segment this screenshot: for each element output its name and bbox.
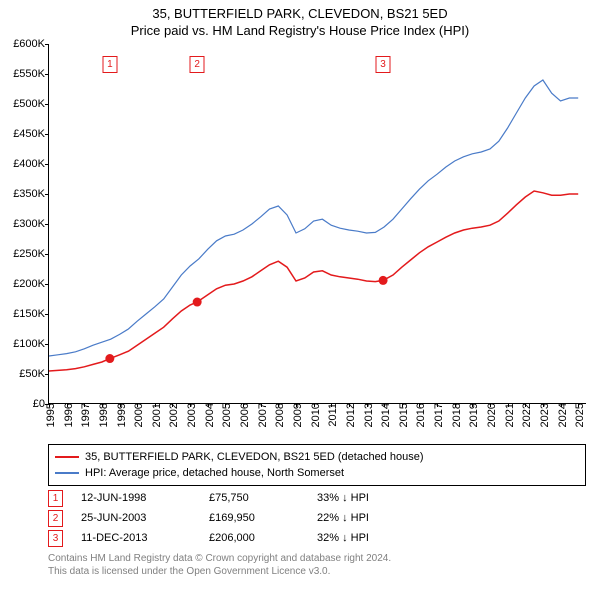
footer-line1: Contains HM Land Registry data © Crown c… bbox=[48, 552, 391, 565]
title-sub: Price paid vs. HM Land Registry's House … bbox=[0, 23, 600, 38]
sale-row-marker: 3 bbox=[48, 530, 63, 547]
legend-label-price-paid: 35, BUTTERFIELD PARK, CLEVEDON, BS21 5ED… bbox=[85, 451, 424, 463]
footer-line2: This data is licensed under the Open Gov… bbox=[48, 565, 391, 578]
y-tick-label: £200K bbox=[13, 278, 49, 290]
sale-dot bbox=[379, 276, 388, 285]
sale-dot bbox=[105, 354, 114, 363]
series-price_paid bbox=[49, 191, 578, 371]
sale-marker-box: 2 bbox=[190, 56, 205, 73]
sale-row: 1 12-JUN-1998 £75,750 33% ↓ HPI bbox=[48, 488, 586, 508]
sale-diff: 32% ↓ HPI bbox=[317, 532, 427, 544]
title-main: 35, BUTTERFIELD PARK, CLEVEDON, BS21 5ED bbox=[0, 6, 600, 21]
sale-row: 3 11-DEC-2013 £206,000 32% ↓ HPI bbox=[48, 528, 586, 548]
sale-price: £75,750 bbox=[209, 492, 299, 504]
sale-diff: 33% ↓ HPI bbox=[317, 492, 427, 504]
legend-swatch-hpi bbox=[55, 472, 79, 474]
sale-price: £206,000 bbox=[209, 532, 299, 544]
y-tick-label: £250K bbox=[13, 248, 49, 260]
chart-container: 35, BUTTERFIELD PARK, CLEVEDON, BS21 5ED… bbox=[0, 0, 600, 590]
sale-diff: 22% ↓ HPI bbox=[317, 512, 427, 524]
sale-row-marker: 2 bbox=[48, 510, 63, 527]
chart-area: £0£50K£100K£150K£200K£250K£300K£350K£400… bbox=[48, 44, 586, 404]
y-tick-label: £600K bbox=[13, 38, 49, 50]
titles: 35, BUTTERFIELD PARK, CLEVEDON, BS21 5ED… bbox=[0, 0, 600, 38]
sales-table: 1 12-JUN-1998 £75,750 33% ↓ HPI 2 25-JUN-2003… bbox=[48, 488, 586, 548]
y-tick-label: £150K bbox=[13, 308, 49, 320]
y-tick-label: £500K bbox=[13, 98, 49, 110]
y-tick-label: £100K bbox=[13, 338, 49, 350]
footer: Contains HM Land Registry data © Crown c… bbox=[48, 552, 391, 578]
y-tick-label: £450K bbox=[13, 128, 49, 140]
legend-swatch-price-paid bbox=[55, 456, 79, 458]
y-tick-label: £550K bbox=[13, 68, 49, 80]
sale-dot bbox=[193, 298, 202, 307]
sale-marker-box: 1 bbox=[102, 56, 117, 73]
y-tick-label: £300K bbox=[13, 218, 49, 230]
y-tick-label: £350K bbox=[13, 188, 49, 200]
plot-svg bbox=[49, 44, 586, 403]
sale-date: 12-JUN-1998 bbox=[81, 492, 191, 504]
legend-row-hpi: HPI: Average price, detached house, Nort… bbox=[55, 465, 579, 481]
legend-row-price-paid: 35, BUTTERFIELD PARK, CLEVEDON, BS21 5ED… bbox=[55, 449, 579, 465]
sale-row-marker: 1 bbox=[48, 490, 63, 507]
legend: 35, BUTTERFIELD PARK, CLEVEDON, BS21 5ED… bbox=[48, 444, 586, 486]
y-tick-label: £400K bbox=[13, 158, 49, 170]
sale-row: 2 25-JUN-2003 £169,950 22% ↓ HPI bbox=[48, 508, 586, 528]
legend-label-hpi: HPI: Average price, detached house, Nort… bbox=[85, 467, 344, 479]
sale-price: £169,950 bbox=[209, 512, 299, 524]
sale-marker-box: 3 bbox=[376, 56, 391, 73]
sale-date: 25-JUN-2003 bbox=[81, 512, 191, 524]
series-hpi bbox=[49, 80, 578, 356]
sale-date: 11-DEC-2013 bbox=[81, 532, 191, 544]
